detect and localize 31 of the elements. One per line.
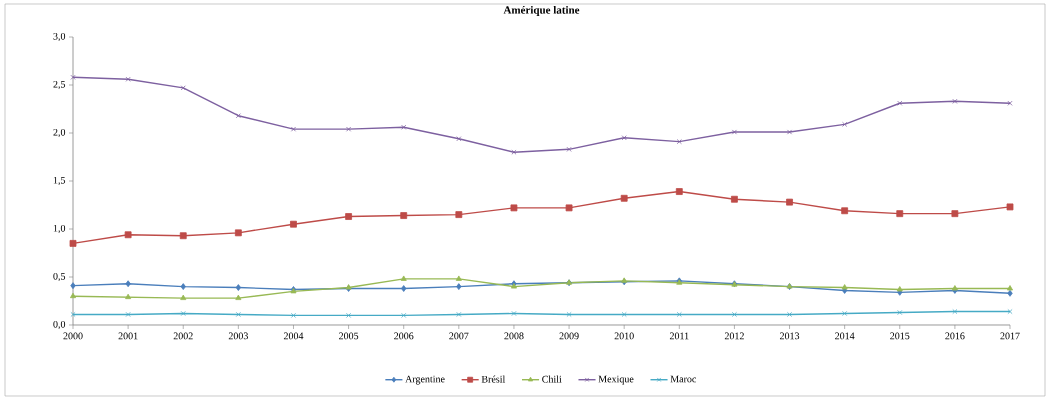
y-tick-label: 3,0	[53, 32, 66, 42]
x-tick-label: 2015	[890, 332, 910, 340]
x-tick-label: 2010	[614, 332, 634, 340]
x-tick-label: 2004	[283, 332, 304, 340]
x-tick-label: 2013	[779, 332, 800, 340]
x-tick-label: 2009	[559, 332, 579, 340]
x-tick-label: 2016	[945, 332, 965, 340]
legend-label: Chili	[542, 375, 562, 383]
legend-label: Mexique	[598, 375, 634, 385]
y-tick-label: 1,0	[53, 224, 66, 234]
x-tick-label: 2012	[724, 332, 744, 340]
x-tick-label: 2011	[669, 332, 689, 340]
x-tick-label: 2007	[449, 332, 469, 340]
y-tick-label: 2,5	[53, 80, 66, 90]
x-tick-label: 2014	[835, 332, 855, 340]
x-tick-label: 2005	[339, 332, 359, 340]
x-tick-label: 2002	[173, 332, 193, 340]
x-tick-label: 2001	[118, 332, 138, 340]
chart-title: Amérique latine	[503, 5, 580, 16]
y-tick-label: 0,0	[53, 320, 66, 330]
y-tick-label: 2,0	[53, 128, 66, 138]
legend-label: Argentine	[405, 375, 445, 385]
y-tick-label: 0,5	[53, 272, 66, 282]
x-tick-label: 2008	[504, 332, 524, 340]
y-tick-label: 1,5	[53, 176, 66, 186]
x-tick-label: 2000	[63, 332, 83, 340]
x-tick-label: 2003	[228, 332, 248, 340]
legend-label: Brésil	[481, 375, 506, 383]
x-tick-label: 2006	[394, 332, 414, 340]
x-tick-label: 2017	[1000, 332, 1020, 340]
legend-label: Maroc	[670, 375, 697, 383]
